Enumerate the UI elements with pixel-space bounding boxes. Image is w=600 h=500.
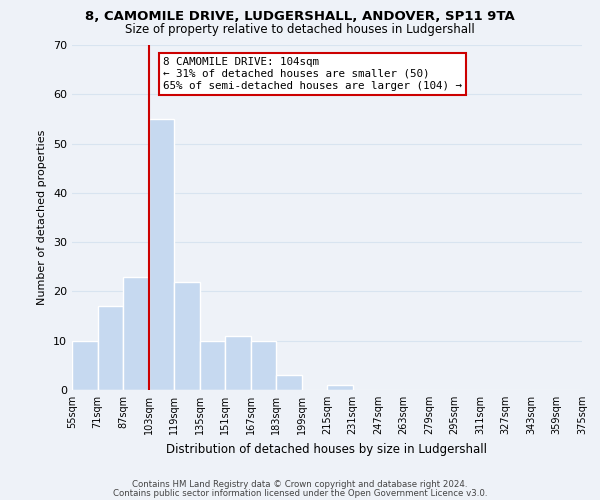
Bar <box>97 306 123 390</box>
Bar <box>174 282 199 390</box>
Bar <box>327 385 353 390</box>
Bar <box>149 119 174 390</box>
Text: Contains HM Land Registry data © Crown copyright and database right 2024.: Contains HM Land Registry data © Crown c… <box>132 480 468 489</box>
Bar <box>123 276 149 390</box>
Bar <box>199 340 225 390</box>
Bar <box>251 340 276 390</box>
Bar <box>276 375 302 390</box>
Text: 8, CAMOMILE DRIVE, LUDGERSHALL, ANDOVER, SP11 9TA: 8, CAMOMILE DRIVE, LUDGERSHALL, ANDOVER,… <box>85 10 515 23</box>
Bar <box>72 340 97 390</box>
X-axis label: Distribution of detached houses by size in Ludgershall: Distribution of detached houses by size … <box>167 442 487 456</box>
Text: 8 CAMOMILE DRIVE: 104sqm
← 31% of detached houses are smaller (50)
65% of semi-d: 8 CAMOMILE DRIVE: 104sqm ← 31% of detach… <box>163 58 462 90</box>
Y-axis label: Number of detached properties: Number of detached properties <box>37 130 47 305</box>
Text: Contains public sector information licensed under the Open Government Licence v3: Contains public sector information licen… <box>113 489 487 498</box>
Bar <box>225 336 251 390</box>
Text: Size of property relative to detached houses in Ludgershall: Size of property relative to detached ho… <box>125 22 475 36</box>
